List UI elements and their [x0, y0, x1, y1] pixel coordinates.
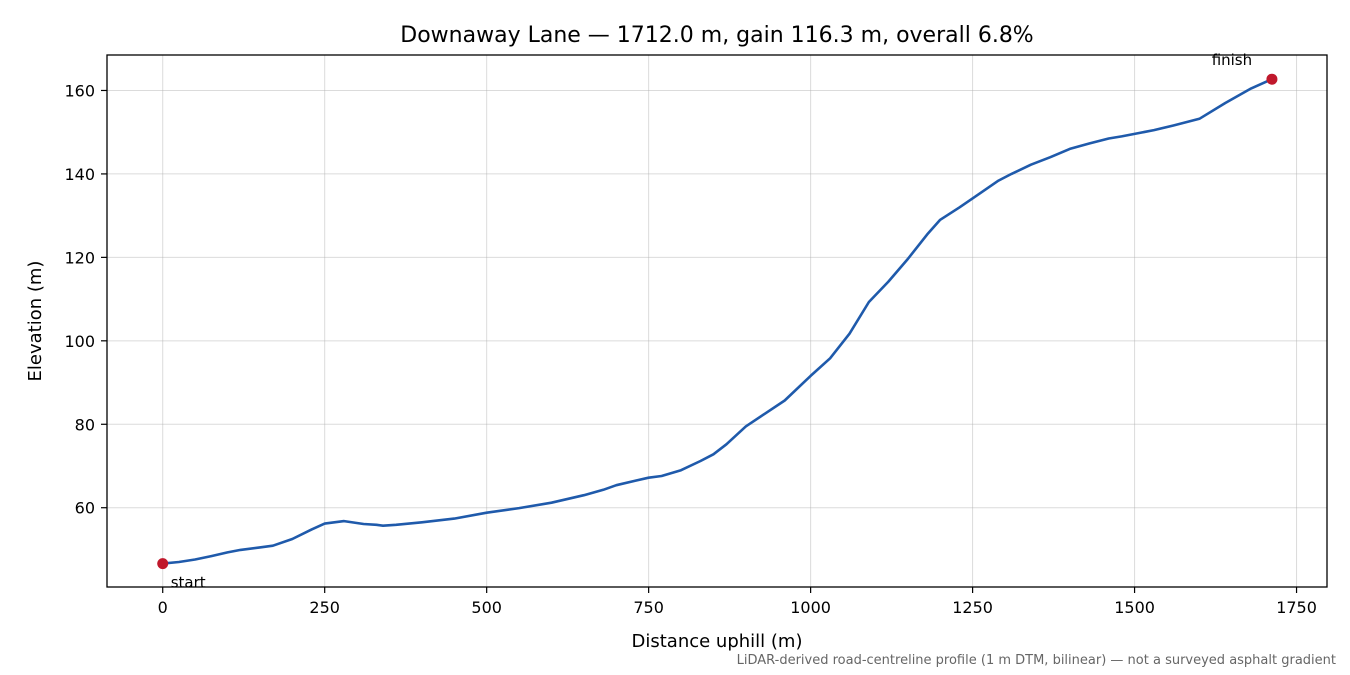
x-tick-label: 1750: [1276, 598, 1317, 617]
y-axis-ticks: 60 80 100 120 140 160: [64, 81, 107, 518]
chart-title: Downaway Lane — 1712.0 m, gain 116.3 m, …: [400, 23, 1033, 48]
y-tick-label: 140: [64, 165, 95, 184]
finish-annotation: finish: [1212, 51, 1252, 69]
y-axis-label: Elevation (m): [25, 261, 46, 382]
x-tick-label: 1250: [952, 598, 993, 617]
x-axis-label: Distance uphill (m): [632, 631, 803, 652]
x-tick-label: 1000: [790, 598, 831, 617]
x-tick-label: 1500: [1114, 598, 1155, 617]
start-annotation: start: [171, 574, 206, 592]
x-tick-label: 750: [633, 598, 664, 617]
x-axis-ticks: 0 250 500 750 1000 1250 1500 1750: [158, 587, 1317, 617]
x-tick-label: 250: [309, 598, 340, 617]
grid-lines: [107, 55, 1327, 587]
start-marker: [157, 558, 169, 570]
y-tick-label: 160: [64, 81, 95, 100]
y-tick-label: 100: [64, 332, 95, 351]
y-tick-label: 120: [64, 248, 95, 267]
footnote: LiDAR-derived road-centreline profile (1…: [737, 653, 1336, 668]
y-tick-label: 80: [75, 415, 95, 434]
elevation-profile-line: [161, 77, 1274, 565]
plot-area-frame: [106, 54, 1328, 588]
x-tick-label: 0: [158, 598, 168, 617]
y-tick-label: 60: [75, 499, 95, 518]
x-tick-label: 500: [471, 598, 502, 617]
finish-marker: [1266, 73, 1278, 85]
